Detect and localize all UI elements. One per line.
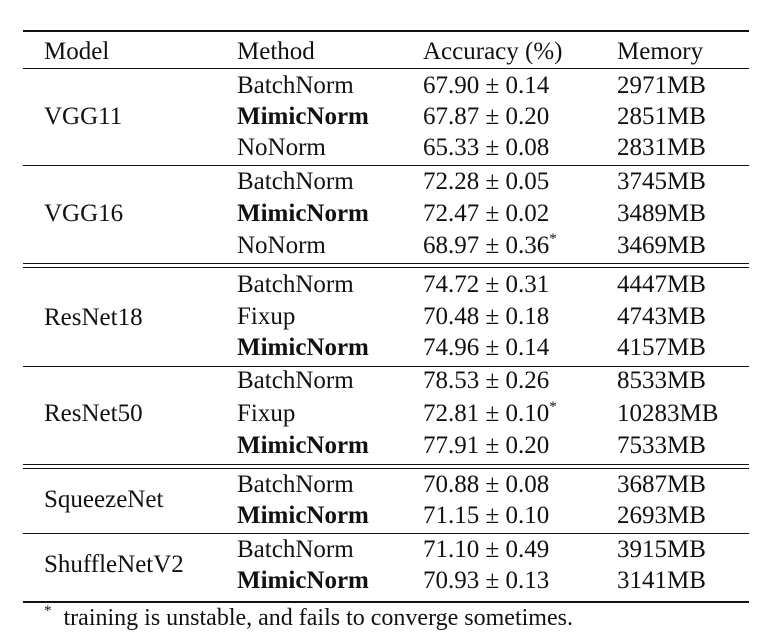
accuracy-cell: 72.81 ± 0.10* xyxy=(423,399,557,429)
method-cell: Fixup xyxy=(237,400,296,427)
method-cell: NoNorm xyxy=(237,134,326,161)
group-rule xyxy=(23,165,749,166)
method-cell: MimicNorm xyxy=(237,502,369,529)
header-accuracy: Accuracy (%) xyxy=(423,38,563,65)
model-cell: ShuffleNetV2 xyxy=(44,551,184,578)
memory-cell: 3687MB xyxy=(617,471,706,498)
header-method: Method xyxy=(237,38,315,65)
model-cell: SqueezeNet xyxy=(44,486,164,513)
accuracy-cell: 77.91 ± 0.20 xyxy=(423,432,550,459)
memory-cell: 2851MB xyxy=(617,103,706,130)
memory-cell: 3141MB xyxy=(617,567,706,594)
memory-cell: 2971MB xyxy=(617,72,706,99)
memory-cell: 4447MB xyxy=(617,271,706,298)
model-cell: ResNet18 xyxy=(44,304,143,331)
header-memory: Memory xyxy=(617,38,704,65)
accuracy-cell: 67.87 ± 0.20 xyxy=(423,103,550,130)
model-cell: VGG11 xyxy=(44,103,123,130)
memory-cell: 4157MB xyxy=(617,334,706,361)
accuracy-cell: 74.72 ± 0.31 xyxy=(423,271,550,298)
footnote-mark: * xyxy=(44,603,52,619)
accuracy-cell: 70.48 ± 0.18 xyxy=(423,303,550,330)
accuracy-cell: 70.93 ± 0.13 xyxy=(423,567,550,594)
accuracy-cell: 74.96 ± 0.14 xyxy=(423,334,550,361)
memory-cell: 10283MB xyxy=(617,400,719,427)
memory-cell: 2831MB xyxy=(617,134,706,161)
model-cell: ResNet50 xyxy=(44,400,143,427)
accuracy-cell: 68.97 ± 0.36* xyxy=(423,231,557,261)
section-rule-1b xyxy=(23,267,749,268)
footnote-mark: * xyxy=(549,399,557,415)
table-footnote: * training is unstable, and fails to con… xyxy=(44,603,573,633)
footnote-text: training is unstable, and fails to conve… xyxy=(63,605,573,631)
footnote-mark: * xyxy=(549,231,557,247)
memory-cell: 3489MB xyxy=(617,200,706,227)
accuracy-value: 72.81 ± 0.10 xyxy=(423,400,550,427)
method-cell: BatchNorm xyxy=(237,536,354,563)
method-cell: BatchNorm xyxy=(237,271,354,298)
accuracy-cell: 78.53 ± 0.26 xyxy=(423,367,550,394)
method-cell: BatchNorm xyxy=(237,168,354,195)
accuracy-value: 68.97 ± 0.36 xyxy=(423,232,550,259)
accuracy-cell: 72.28 ± 0.05 xyxy=(423,168,550,195)
memory-cell: 2693MB xyxy=(617,502,706,529)
memory-cell: 8533MB xyxy=(617,367,706,394)
bottom-rule xyxy=(23,601,749,603)
model-cell: VGG16 xyxy=(44,200,124,227)
accuracy-cell: 70.88 ± 0.08 xyxy=(423,471,550,498)
accuracy-cell: 72.47 ± 0.02 xyxy=(423,200,550,227)
accuracy-cell: 71.10 ± 0.49 xyxy=(423,536,550,563)
method-cell: MimicNorm xyxy=(237,103,369,130)
accuracy-cell: 65.33 ± 0.08 xyxy=(423,134,550,161)
section-rule-1a xyxy=(23,263,749,264)
section-rule-2b xyxy=(23,468,749,469)
memory-cell: 3745MB xyxy=(617,168,706,195)
group-rule xyxy=(23,533,749,534)
memory-cell: 7533MB xyxy=(617,432,706,459)
accuracy-cell: 71.15 ± 0.10 xyxy=(423,502,550,529)
top-rule xyxy=(23,30,749,32)
group-rule xyxy=(23,366,749,367)
method-cell: NoNorm xyxy=(237,232,326,259)
header-rule xyxy=(23,68,749,69)
section-rule-2a xyxy=(23,464,749,465)
accuracy-cell: 67.90 ± 0.14 xyxy=(423,72,550,99)
header-model: Model xyxy=(44,38,110,65)
method-cell: BatchNorm xyxy=(237,471,354,498)
memory-cell: 3469MB xyxy=(617,232,706,259)
memory-cell: 3915MB xyxy=(617,536,706,563)
method-cell: Fixup xyxy=(237,303,296,330)
method-cell: BatchNorm xyxy=(237,72,354,99)
method-cell: BatchNorm xyxy=(237,367,354,394)
memory-cell: 4743MB xyxy=(617,303,706,330)
method-cell: MimicNorm xyxy=(237,567,369,594)
method-cell: MimicNorm xyxy=(237,334,369,361)
method-cell: MimicNorm xyxy=(237,200,369,227)
method-cell: MimicNorm xyxy=(237,432,369,459)
